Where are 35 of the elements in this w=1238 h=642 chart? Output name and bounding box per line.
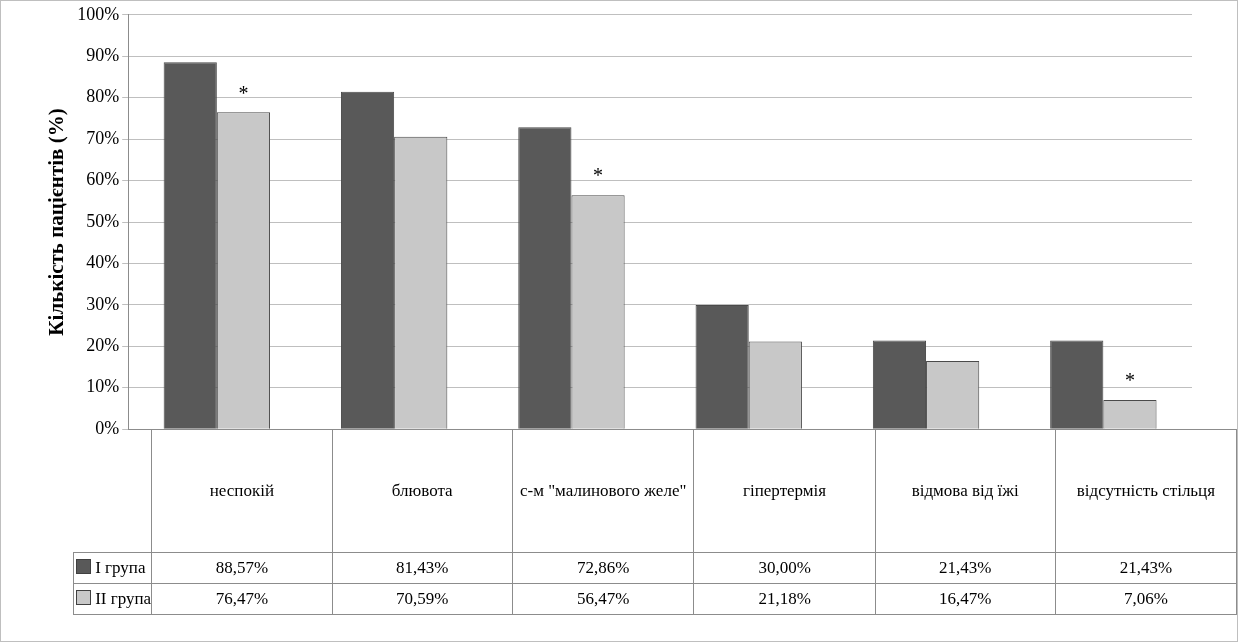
y-tick-label: 100%: [77, 3, 120, 24]
y-tick-label: 80%: [86, 86, 120, 107]
y-tick-label: 0%: [95, 417, 120, 438]
y-axis-title: Кількість пацієнтів (%): [44, 108, 69, 336]
legend-label: I група: [73, 552, 152, 584]
data-label: 72,86%: [512, 552, 694, 584]
y-tick-label: 90%: [86, 44, 120, 65]
data-label: 7,06%: [1055, 583, 1237, 615]
annotation: *: [593, 164, 604, 187]
y-tick-label: 10%: [86, 376, 120, 397]
x-tick-label: неспокій: [151, 429, 333, 553]
x-tick-label: блювота: [332, 429, 513, 553]
annotation: *: [238, 81, 249, 104]
data-label: 16,47%: [875, 583, 1056, 615]
y-tick-label: 40%: [86, 252, 120, 273]
data-label: 76,47%: [151, 583, 333, 615]
x-tick-label: с-м "малинового желе": [512, 429, 694, 553]
y-tick-label: 50%: [86, 210, 120, 231]
legend-label: II група: [73, 583, 152, 615]
x-tick-label: відмова від їжі: [875, 429, 1056, 553]
data-label: 56,47%: [512, 583, 694, 615]
x-tick-label: гіпертермія: [693, 429, 876, 553]
y-tick-label: 60%: [86, 169, 120, 190]
data-label: 21,18%: [693, 583, 876, 615]
data-label: 70,59%: [332, 583, 513, 615]
annotation: *: [1124, 369, 1135, 392]
y-tick-label: 20%: [86, 335, 120, 356]
y-tick-label: 70%: [86, 127, 120, 148]
data-label: 21,43%: [1055, 552, 1237, 584]
data-label: 81,43%: [332, 552, 513, 584]
y-tick-label: 30%: [86, 293, 120, 314]
data-label: 30,00%: [693, 552, 876, 584]
x-tick-label: відсутність стільця: [1055, 429, 1237, 553]
data-label: 88,57%: [151, 552, 333, 584]
data-label: 21,43%: [875, 552, 1056, 584]
